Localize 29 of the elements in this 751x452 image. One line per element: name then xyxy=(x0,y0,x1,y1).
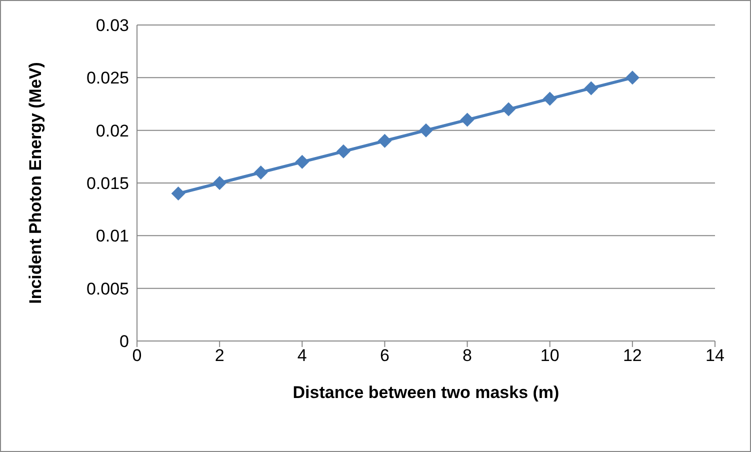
y-axis-title: Incident Photon Energy (MeV) xyxy=(26,62,46,304)
x-tick-label: 4 xyxy=(297,346,307,366)
point xyxy=(460,112,474,127)
x-tick-label: 6 xyxy=(380,346,390,366)
y-tick-label: 0.03 xyxy=(96,16,129,36)
y-tick-label: 0.005 xyxy=(86,279,129,298)
point xyxy=(502,102,516,116)
x-tick-label: 14 xyxy=(706,346,724,366)
x-tick-label: 12 xyxy=(622,346,642,366)
point xyxy=(254,165,268,180)
point xyxy=(171,186,186,201)
y-tick-label: 0.025 xyxy=(86,68,129,88)
point xyxy=(584,81,598,96)
x-tick-label: 0 xyxy=(132,346,142,366)
point xyxy=(419,123,433,138)
point xyxy=(542,92,557,106)
y-tick-label: 0.01 xyxy=(96,226,129,246)
x-tick-label: 8 xyxy=(462,346,472,366)
x-tick-label: 2 xyxy=(214,346,224,366)
y-tick-label: 0.015 xyxy=(86,174,129,194)
y-tick-label: 0 xyxy=(120,332,129,352)
point xyxy=(378,134,392,148)
x-tick-label: 10 xyxy=(540,346,560,366)
point xyxy=(212,176,227,190)
point xyxy=(625,70,640,85)
x-axis-title: Distance between two masks (m) xyxy=(292,383,560,402)
point xyxy=(336,144,350,158)
y-tick-label: 0.02 xyxy=(96,121,129,140)
point xyxy=(295,154,310,169)
